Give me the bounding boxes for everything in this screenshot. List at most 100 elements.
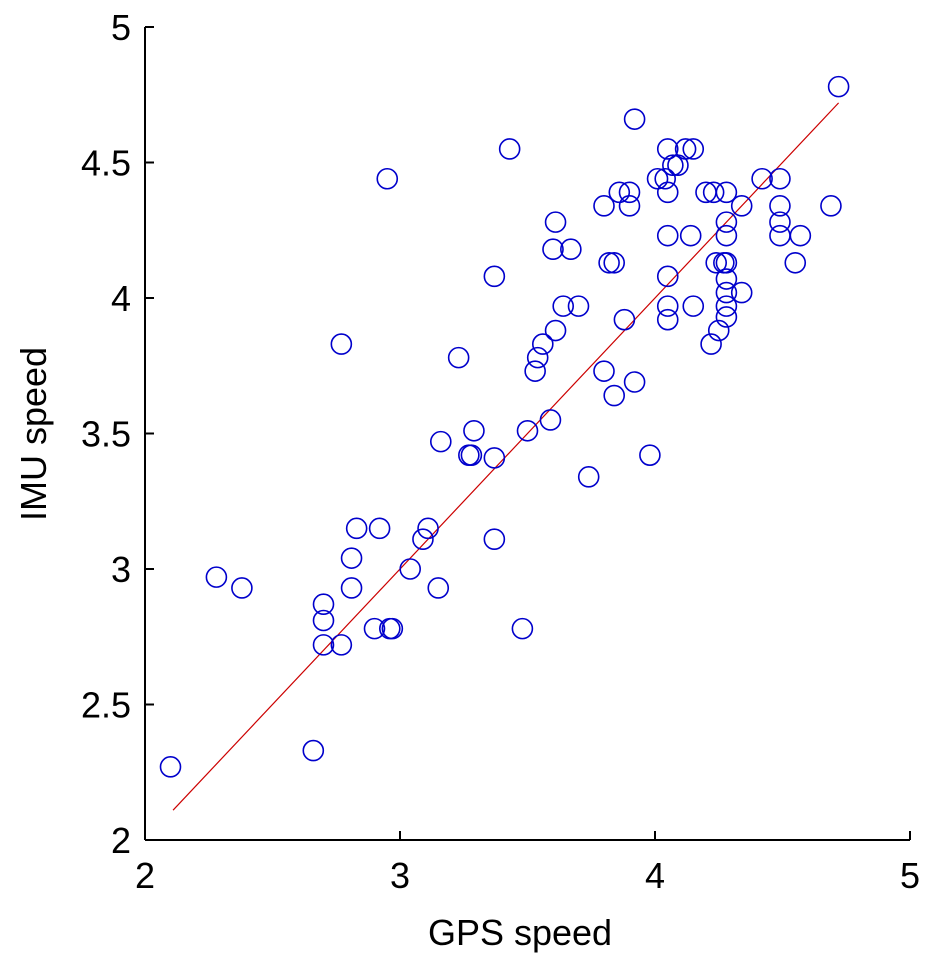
data-point — [769, 211, 791, 233]
data-point — [656, 224, 679, 247]
data-point — [639, 444, 661, 466]
data-point — [751, 167, 773, 190]
data-point — [656, 138, 679, 160]
data-point — [623, 371, 646, 393]
y-tick-label: 2 — [111, 820, 131, 861]
data-point — [231, 577, 253, 599]
y-tick-label: 2.5 — [81, 685, 131, 726]
data-point — [429, 430, 452, 453]
data-point — [769, 224, 791, 247]
y-tick-label: 5 — [111, 7, 131, 48]
data-point — [603, 384, 626, 407]
data-point — [463, 419, 485, 442]
data-point — [340, 577, 363, 599]
y-tick-label: 3 — [111, 549, 131, 590]
data-point — [159, 756, 182, 778]
data-point — [603, 251, 626, 274]
y-tick-label: 4 — [111, 278, 131, 319]
data-point — [593, 195, 615, 217]
data-point — [544, 211, 567, 233]
data-point — [345, 517, 368, 540]
data-point — [539, 409, 562, 431]
data-point — [516, 419, 539, 442]
data-point — [623, 108, 646, 130]
y-tick-label: 3.5 — [81, 414, 131, 455]
data-point — [654, 167, 677, 190]
data-point — [705, 251, 728, 274]
x-tick-label: 5 — [900, 855, 920, 896]
data-point — [526, 346, 549, 369]
x-tick-label: 2 — [135, 855, 155, 896]
data-point — [679, 224, 702, 247]
x-tick-label: 4 — [645, 855, 665, 896]
data-point — [682, 138, 705, 160]
data-point — [312, 593, 335, 616]
data-point — [531, 333, 554, 355]
data-point — [715, 306, 738, 328]
data-point — [702, 181, 725, 204]
points-layer — [159, 75, 850, 778]
data-point — [682, 295, 705, 317]
data-point — [784, 251, 807, 274]
data-point — [399, 558, 422, 580]
data-point — [700, 333, 722, 355]
data-point — [730, 195, 753, 217]
data-point — [789, 224, 812, 247]
data-point — [674, 138, 697, 160]
data-point — [544, 319, 567, 342]
data-point — [312, 609, 335, 632]
data-point — [715, 281, 738, 304]
fit-line — [172, 102, 840, 811]
data-point — [483, 447, 506, 469]
data-point — [769, 167, 791, 190]
y-axis-title: IMU speed — [13, 347, 54, 521]
data-point — [302, 739, 325, 762]
data-point — [427, 577, 450, 599]
data-point — [205, 566, 228, 588]
data-point — [715, 295, 738, 317]
data-point — [577, 466, 600, 488]
tick-labels: 2 3 4 5 2 2.5 3 3.5 4 4.5 5 — [81, 7, 920, 896]
data-point — [646, 167, 669, 190]
data-point — [715, 268, 738, 290]
data-point — [560, 238, 582, 261]
data-point — [730, 281, 753, 304]
data-point — [656, 295, 679, 317]
data-point — [662, 154, 684, 177]
data-point — [820, 195, 842, 217]
data-point — [618, 195, 641, 217]
data-point — [715, 211, 738, 233]
data-point — [715, 224, 738, 247]
data-point — [598, 251, 620, 274]
data-point — [376, 167, 399, 190]
data-point — [381, 617, 404, 640]
data-point — [524, 360, 546, 382]
data-point — [511, 617, 534, 640]
data-point — [412, 528, 434, 550]
data-point — [656, 265, 679, 288]
data-point — [656, 308, 679, 331]
fit-line-layer — [172, 102, 840, 811]
data-point — [608, 181, 631, 204]
x-tick-label: 3 — [390, 855, 410, 896]
data-point — [656, 181, 679, 204]
data-point — [827, 75, 850, 98]
data-point — [715, 181, 738, 204]
data-point — [707, 319, 730, 342]
data-point — [483, 528, 506, 550]
data-point — [340, 547, 363, 569]
axes — [144, 26, 911, 841]
data-point — [542, 238, 564, 261]
data-point — [715, 251, 738, 274]
data-point — [769, 195, 791, 217]
data-point — [618, 181, 641, 204]
data-point — [567, 295, 590, 317]
data-point — [552, 295, 575, 317]
y-tick-label: 4.5 — [81, 143, 131, 184]
data-point — [483, 265, 506, 288]
data-point — [613, 308, 636, 331]
data-point — [330, 634, 353, 656]
data-point — [460, 444, 483, 466]
data-point — [447, 346, 470, 369]
